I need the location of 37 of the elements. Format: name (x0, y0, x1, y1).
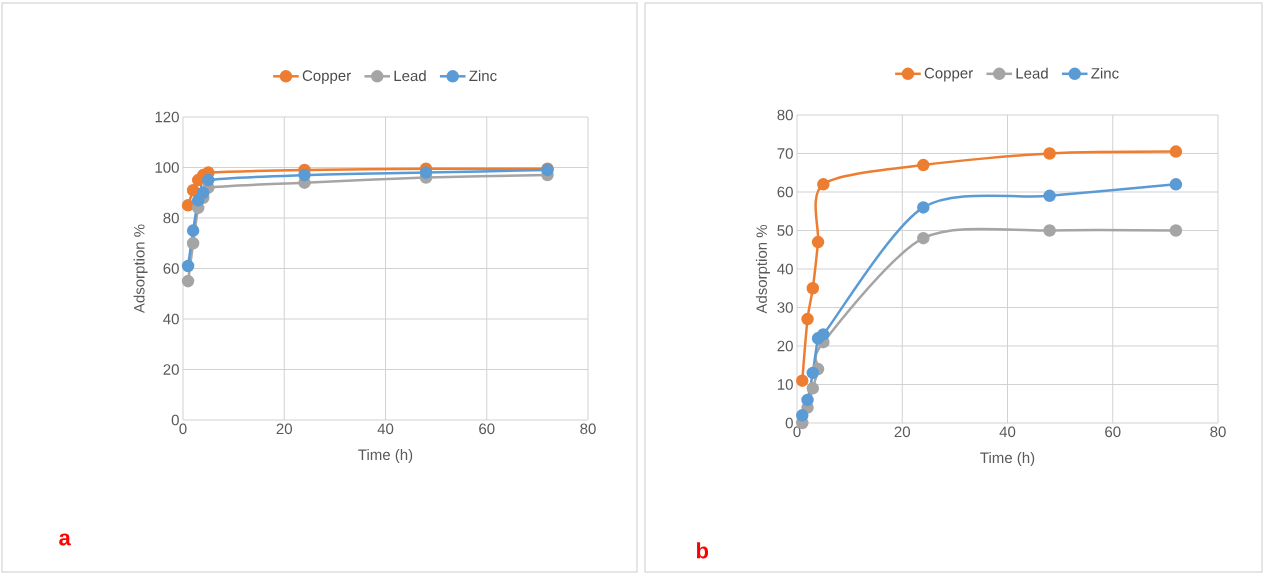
x-tick-label: 60 (1105, 426, 1121, 438)
legend-label: Copper (924, 67, 973, 82)
x-axis-title: Time (h) (358, 449, 413, 463)
x-tick-label: 20 (276, 423, 292, 435)
y-tick-label: 80 (163, 212, 179, 224)
x-tick-label: 60 (479, 423, 495, 435)
x-tick-label: 40 (377, 423, 394, 435)
text: b (696, 542, 709, 559)
y-tick-label: 70 (777, 148, 793, 159)
y-tick-label: 40 (777, 263, 793, 275)
legend-label: Lead (1016, 67, 1048, 79)
y-tick-label: 20 (163, 364, 179, 375)
y-tick-label: 40 (163, 313, 179, 325)
y-tick-label: 0 (171, 414, 179, 426)
x-tick-label: 0 (179, 423, 187, 435)
legend-label: Zinc (1091, 67, 1119, 79)
y-tick-label: 100 (155, 162, 179, 173)
y-tick-label: 30 (777, 302, 793, 313)
y-axis-title: Adsorption % (133, 224, 148, 314)
text: a (59, 533, 71, 546)
x-tick-label: 80 (580, 423, 596, 435)
y-tick-label: 60 (163, 263, 179, 274)
y-tick-label: 50 (777, 225, 793, 236)
legend-label: Zinc (469, 70, 497, 82)
x-tick-label: 40 (999, 426, 1016, 438)
y-tick-label: 80 (777, 109, 793, 121)
x-tick-label: 80 (1210, 426, 1226, 438)
y-axis-title: Adsorption % (755, 224, 770, 314)
x-tick-label: 20 (894, 426, 910, 438)
y-tick-label: 120 (155, 111, 179, 123)
legend-label: Copper (302, 70, 351, 84)
legend-label: Lead (394, 70, 426, 82)
y-tick-label: 60 (777, 186, 793, 198)
x-axis-title: Time (h) (980, 452, 1035, 466)
y-tick-label: 20 (777, 340, 793, 352)
x-tick-label: 0 (793, 426, 801, 438)
y-tick-label: 10 (777, 379, 793, 390)
